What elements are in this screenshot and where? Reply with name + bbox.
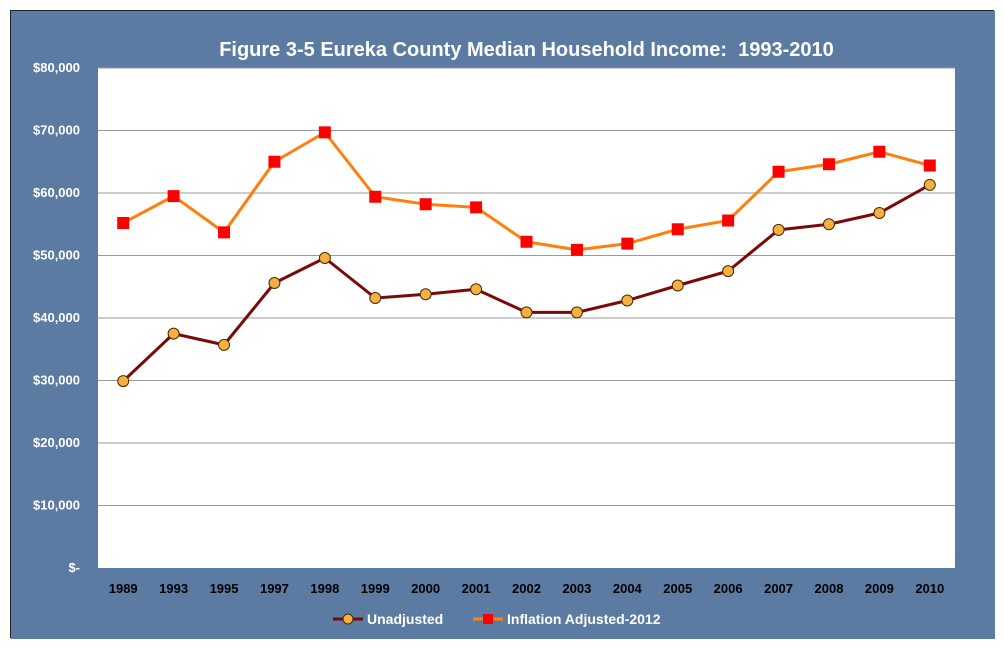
data-point-1 xyxy=(570,306,583,319)
y-tick-label: $30,000 xyxy=(33,373,80,388)
data-point-2 xyxy=(167,190,180,203)
data-point-2 xyxy=(419,198,432,211)
data-point-2 xyxy=(722,214,735,227)
x-tick-label: 2000 xyxy=(411,581,440,596)
y-tick-label: $10,000 xyxy=(33,498,80,513)
data-point-1 xyxy=(923,178,936,191)
x-tick-label: 2002 xyxy=(512,581,541,596)
x-tick-label: 2003 xyxy=(562,581,591,596)
x-tick-label: 2010 xyxy=(915,581,944,596)
x-tick-label: 1995 xyxy=(210,581,239,596)
data-point-2 xyxy=(268,155,281,168)
y-tick-label: $60,000 xyxy=(33,185,80,200)
y-tick-label: $80,000 xyxy=(33,60,80,75)
data-point-2 xyxy=(470,201,483,214)
data-point-2 xyxy=(369,190,382,203)
data-point-1 xyxy=(520,306,533,319)
data-point-1 xyxy=(621,294,634,307)
x-tick-label: 1999 xyxy=(361,581,390,596)
data-point-1 xyxy=(822,218,835,231)
data-point-2 xyxy=(570,243,583,256)
data-point-1 xyxy=(772,223,785,236)
x-tick-label: 2007 xyxy=(764,581,793,596)
data-point-2 xyxy=(923,159,936,172)
x-tick-label: 1997 xyxy=(260,581,289,596)
x-tick-label: 2005 xyxy=(663,581,692,596)
legend-label: Unadjusted xyxy=(367,611,443,627)
data-point-2 xyxy=(520,235,533,248)
data-point-1 xyxy=(470,283,483,296)
data-point-2 xyxy=(621,237,634,250)
y-tick-label: $20,000 xyxy=(33,435,80,450)
data-point-1 xyxy=(369,292,382,304)
y-tick-label: $- xyxy=(68,560,80,575)
data-point-2 xyxy=(772,165,785,178)
data-point-1 xyxy=(722,265,735,278)
legend-marker xyxy=(483,614,493,624)
data-point-1 xyxy=(873,207,886,219)
x-tick-label: 2001 xyxy=(462,581,491,596)
data-point-2 xyxy=(671,223,684,236)
chart-title: Figure 3-5 Eureka County Median Househol… xyxy=(219,39,834,61)
data-point-1 xyxy=(117,375,130,388)
x-tick-label: 1993 xyxy=(159,581,188,596)
y-tick-label: $70,000 xyxy=(33,123,80,138)
legend-item-1: Unadjusted xyxy=(333,611,443,627)
data-point-1 xyxy=(318,252,331,264)
y-tick-label: $50,000 xyxy=(33,248,80,263)
data-point-1 xyxy=(268,277,281,289)
x-tick-label: 1998 xyxy=(310,581,339,596)
y-tick-label: $40,000 xyxy=(33,310,80,325)
data-point-2 xyxy=(117,217,130,229)
legend-label: Inflation Adjusted-2012 xyxy=(507,611,661,627)
x-tick-label: 2008 xyxy=(815,581,844,596)
legend-item-2: Inflation Adjusted-2012 xyxy=(473,611,661,627)
data-point-1 xyxy=(218,338,231,351)
line-chart: Figure 3-5 Eureka County Median Househol… xyxy=(11,11,995,639)
x-tick-label: 1989 xyxy=(109,581,138,596)
x-tick-label: 2009 xyxy=(865,581,894,596)
data-point-2 xyxy=(873,145,886,158)
x-tick-label: 2004 xyxy=(613,581,643,596)
x-tick-label: 2006 xyxy=(714,581,743,596)
data-point-2 xyxy=(318,126,331,139)
data-point-1 xyxy=(671,279,684,292)
chart-frame: Figure 3-5 Eureka County Median Househol… xyxy=(10,10,995,639)
data-point-1 xyxy=(419,288,432,301)
data-point-2 xyxy=(822,158,835,171)
data-point-2 xyxy=(218,226,231,239)
data-point-1 xyxy=(167,327,180,340)
legend-marker xyxy=(342,613,354,625)
